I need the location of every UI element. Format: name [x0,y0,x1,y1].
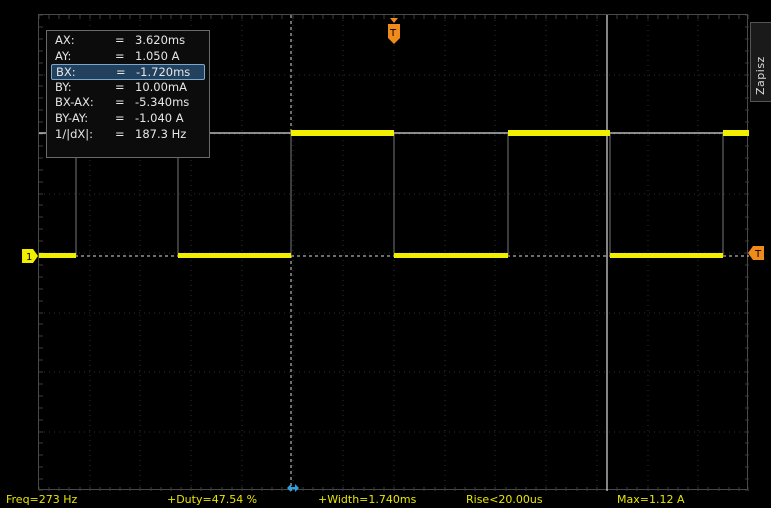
cursor-value: 3.620ms [135,33,186,47]
equals-sign: = [115,79,125,94]
cursor-label: BX-AX: [55,95,94,110]
cursor-row-bx[interactable]: BX: = -1.720ms [51,64,205,80]
cursor-value: 187.3 Hz [135,126,187,141]
trigger-level-marker[interactable]: T [748,246,764,260]
cursor-value: 10.00mA [135,79,187,94]
cursor-label: BX: [56,65,76,80]
equals-sign: = [115,126,125,141]
measurement-width: +Width=1.740ms [318,493,417,506]
cursor-value: -1.720ms [136,65,191,80]
measurement-frequency: Freq=273 Hz [6,493,78,506]
cursor-row-bx-ax[interactable]: BX-AX: = -5.340ms [51,95,205,111]
cursor-row-ax[interactable]: AX: = 3.620ms [51,33,205,49]
waveform-display [39,15,749,491]
cursor-row-by-ay[interactable]: BY-AY: = -1.040 A [51,111,205,127]
cursor-readout-panel[interactable]: AX: = 3.620ms AY: = 1.050 A BX: = -1.720… [46,30,210,158]
double-arrow-icon[interactable] [286,482,300,494]
cursor-label: AX: [55,33,75,47]
cursor-row-inv-dx[interactable]: 1/|dX|: = 187.3 Hz [51,127,205,143]
save-button[interactable]: Zapisz [750,22,771,102]
save-button-label: Zapisz [754,56,767,95]
cursor-row-ay[interactable]: AY: = 1.050 A [51,49,205,65]
equals-sign: = [115,33,125,47]
equals-sign: = [116,65,126,80]
trigger-position-marker[interactable]: T [387,18,401,44]
measurement-duty: +Duty=47.54 % [167,493,258,506]
equals-sign: = [115,95,125,110]
equals-sign: = [115,48,125,63]
measurement-max: Max=1.12 A [617,493,685,506]
cursor-label: BY-AY: [55,110,89,125]
channel-1-marker-label: 1 [26,252,32,263]
equals-sign: = [115,110,125,125]
cursor-label: 1/|dX|: [55,126,93,141]
graticule[interactable] [38,14,749,491]
channel-1-marker[interactable]: 1 [22,249,38,263]
trigger-position-marker-label: T [389,28,397,39]
cursor-label: BY: [55,79,72,94]
cursor-value: 1.050 A [135,48,180,63]
cursor-label: AY: [55,48,72,63]
cursor-value: -5.340ms [135,95,190,110]
cursor-value: -1.040 A [135,110,184,125]
measurement-rise: Rise<20.00us [466,493,543,506]
cursor-row-by[interactable]: BY: = 10.00mA [51,80,205,96]
trigger-level-marker-label: T [754,249,762,260]
channel-1-trace [39,130,749,258]
